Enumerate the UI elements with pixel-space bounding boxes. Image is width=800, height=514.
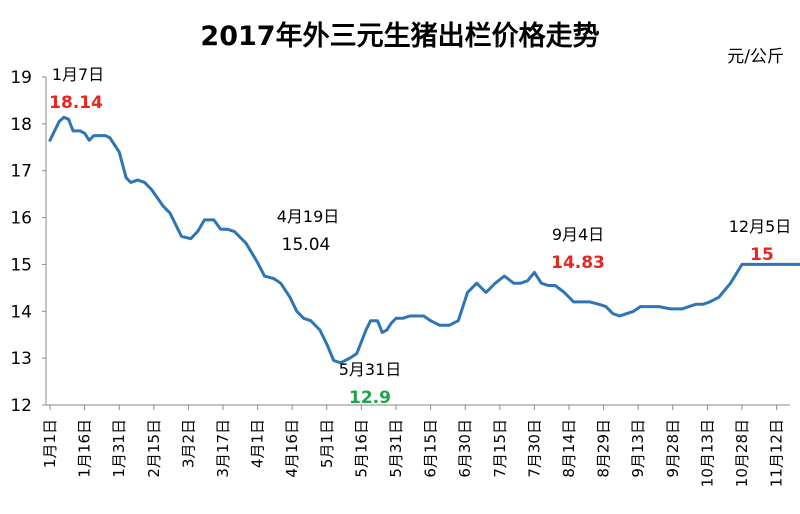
x-tick-label: 7月15日 (491, 419, 509, 478)
annotation-date: 12月5日 (729, 217, 792, 236)
x-tick-label: 10月28日 (733, 419, 751, 487)
x-tick-label: 3月17日 (214, 419, 232, 478)
x-tick-label: 8月14日 (560, 419, 578, 478)
x-tick-label: 11月12日 (768, 419, 786, 487)
chart-title: 2017年外三元生猪出栏价格走势 (200, 21, 600, 52)
x-tick-label: 5月16日 (352, 419, 370, 478)
y-tick-label: 15 (10, 255, 32, 275)
x-tick-label: 8月29日 (595, 419, 613, 478)
y-tick-label: 12 (10, 396, 32, 416)
x-tick-label: 4月1日 (249, 419, 267, 468)
x-tick-label: 3月2日 (179, 419, 197, 468)
y-tick-label: 17 (10, 162, 32, 182)
annotation-value: 15.04 (282, 235, 331, 255)
annotation-value: 12.9 (349, 388, 391, 408)
x-tick-label: 4月16日 (283, 419, 301, 478)
annotation-date: 9月4日 (552, 225, 604, 244)
x-tick-label: 6月15日 (422, 419, 440, 478)
x-tick-label: 1月16日 (76, 419, 94, 478)
x-tick-label: 2月15日 (145, 419, 163, 478)
x-tick-label: 5月1日 (318, 419, 336, 468)
y-tick-label: 19 (10, 68, 32, 88)
x-tick-label: 5月31日 (387, 419, 405, 478)
price-line (48, 115, 800, 365)
annotation-value: 15 (750, 245, 774, 265)
annotation-value: 14.83 (551, 253, 605, 273)
y-tick-label: 18 (10, 115, 32, 135)
x-tick-label: 7月30日 (525, 419, 543, 478)
x-tick-label: 6月30日 (456, 419, 474, 478)
x-tick-label: 10月13日 (698, 419, 716, 487)
y-tick-label: 13 (10, 349, 32, 369)
annotation-date: 5月31日 (339, 360, 402, 379)
x-tick-label: 9月28日 (664, 419, 682, 478)
x-tick-label: 1月31日 (110, 419, 128, 478)
y-tick-label: 14 (10, 302, 32, 322)
x-tick-label: 1月1日 (41, 419, 59, 468)
y-tick-label: 16 (10, 209, 32, 229)
x-tick-label: 9月13日 (629, 419, 647, 478)
annotation-date: 4月19日 (277, 207, 340, 226)
annotation-value: 18.14 (49, 93, 103, 113)
unit-label: 元/公斤 (727, 47, 784, 67)
annotation-date: 1月7日 (52, 65, 104, 84)
